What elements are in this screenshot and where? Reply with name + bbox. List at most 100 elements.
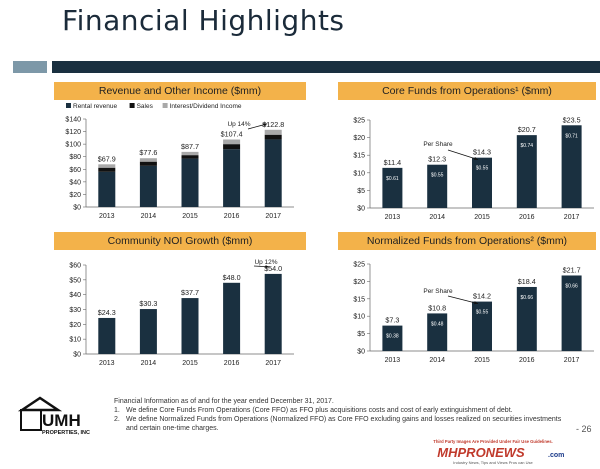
bar-segment [139,158,157,162]
x-tick-label: 2013 [99,213,115,220]
bar-segment [98,164,116,168]
y-tick-label: $60 [69,167,81,174]
y-tick-label: $40 [69,179,81,186]
per-share-label: $0.48 [431,321,444,327]
y-tick-label: $120 [65,129,81,136]
bar-segment [139,165,157,207]
data-label: $10.8 [428,303,446,312]
annotation-arrow [447,149,479,161]
x-tick-label: 2014 [141,213,157,220]
footnotes: Financial Information as of and for the … [114,397,569,433]
y-tick-label: $20 [353,135,365,142]
core-ffo-chart-title: Core Funds from Operations¹ ($mm) [338,82,596,100]
x-tick-label: 2016 [224,360,240,367]
bar-segment [181,158,199,207]
per-share-label: $0.55 [431,173,444,179]
y-tick-label: $25 [353,262,365,269]
y-tick-label: $10 [353,170,365,177]
per-share-label: $0.71 [565,133,578,139]
legend-swatch [66,103,71,108]
annotation-text: Up 12% [254,259,277,266]
x-tick-label: 2014 [429,357,445,364]
bar [472,301,492,351]
bar-segment [181,155,199,159]
page-title: Financial Highlights [62,4,345,37]
per-share-label: $0.66 [565,283,578,289]
bar [516,135,537,208]
data-label: $30.3 [139,299,157,308]
page-number: - 26 [576,424,592,434]
footnote-2: 2. We define Normalized Funds from Opera… [114,416,562,432]
x-tick-label: 2015 [182,360,198,367]
per-share-label: $0.55 [476,166,489,172]
x-tick-label: 2017 [265,213,281,220]
data-label: $87.7 [181,142,199,151]
y-tick-label: $0 [357,206,365,213]
per-share-label: $0.61 [386,176,399,182]
legend-label: Sales [137,103,154,110]
data-label: $67.9 [98,154,116,163]
data-label: $122.8 [262,120,284,129]
data-label: $12.3 [428,155,446,164]
noi-chart-title: Community NOI Growth ($mm) [54,232,306,250]
data-label: $21.7 [563,265,581,274]
bar-segment [223,139,241,145]
bar [427,313,448,351]
bar [561,275,582,351]
header-band-light [13,61,47,73]
logo-subtext: PROPERTIES, INC [42,430,90,436]
bar-segment [98,171,116,207]
x-tick-label: 2017 [564,214,580,221]
bar [516,286,537,351]
bar [561,125,582,208]
data-label: $77.6 [139,148,157,157]
y-tick-label: $60 [69,263,81,270]
x-tick-label: 2015 [182,213,198,220]
y-tick-label: $80 [69,154,81,161]
legend-label: Rental revenue [73,103,117,110]
legend-swatch [162,103,168,108]
x-tick-label: 2014 [429,214,445,221]
y-tick-label: $40 [69,292,81,299]
y-tick-label: $5 [357,188,365,195]
x-tick-label: 2016 [519,357,535,364]
bar [472,157,492,208]
y-tick-label: $0 [357,349,365,356]
y-tick-label: $10 [69,337,81,344]
revenue-chart: $0 $20 $40 $60 $80 $100 $120 $140 2013 $67.9 2014 $… [65,103,294,220]
annotation-text: Up 14% [227,121,250,128]
x-tick-label: 2013 [99,360,115,367]
bar-segment [264,129,282,135]
watermark-brand-suffix: .com [548,452,564,459]
watermark-tagline: Industry News, Tips and Views Pros can U… [453,460,533,465]
x-tick-label: 2015 [474,214,490,221]
annotation-text: Per Share [423,288,453,295]
bar-segment [264,139,282,207]
x-tick-label: 2013 [385,357,401,364]
y-tick-label: $100 [65,142,81,149]
data-label: $54.0 [264,264,282,273]
umh-logo: UMH PROPERTIES, INC [18,396,90,436]
watermark-top-text: Third Party Images Are Provided Under Fa… [433,439,552,444]
core-ffo-chart: $0 $5 $10 $15 $20 $25 $0.61 2013 $11.4 $0.55 2014 $… [353,115,594,221]
data-label: $11.4 [384,158,401,167]
logo-text: UMH [42,411,81,430]
data-label: $14.3 [473,148,491,157]
x-tick-label: 2016 [519,214,535,221]
bar-segment [98,167,116,172]
x-tick-label: 2016 [224,213,240,220]
logo-roof-icon [18,396,63,412]
x-tick-label: 2017 [564,357,580,364]
bar-segment [181,151,199,156]
y-tick-label: $5 [357,331,365,338]
normalized-ffo-chart-title: Normalized Funds from Operations² ($mm) [338,232,596,250]
bar [382,325,403,351]
data-label: $24.3 [98,308,116,317]
footnote-intro: Financial Information as of and for the … [114,398,334,405]
bar [382,167,403,208]
annotation-arrowhead [265,265,270,269]
header-band-dark [52,61,600,73]
x-tick-label: 2015 [474,357,490,364]
y-tick-label: $10 [353,314,365,321]
y-tick-label: $140 [65,117,81,124]
